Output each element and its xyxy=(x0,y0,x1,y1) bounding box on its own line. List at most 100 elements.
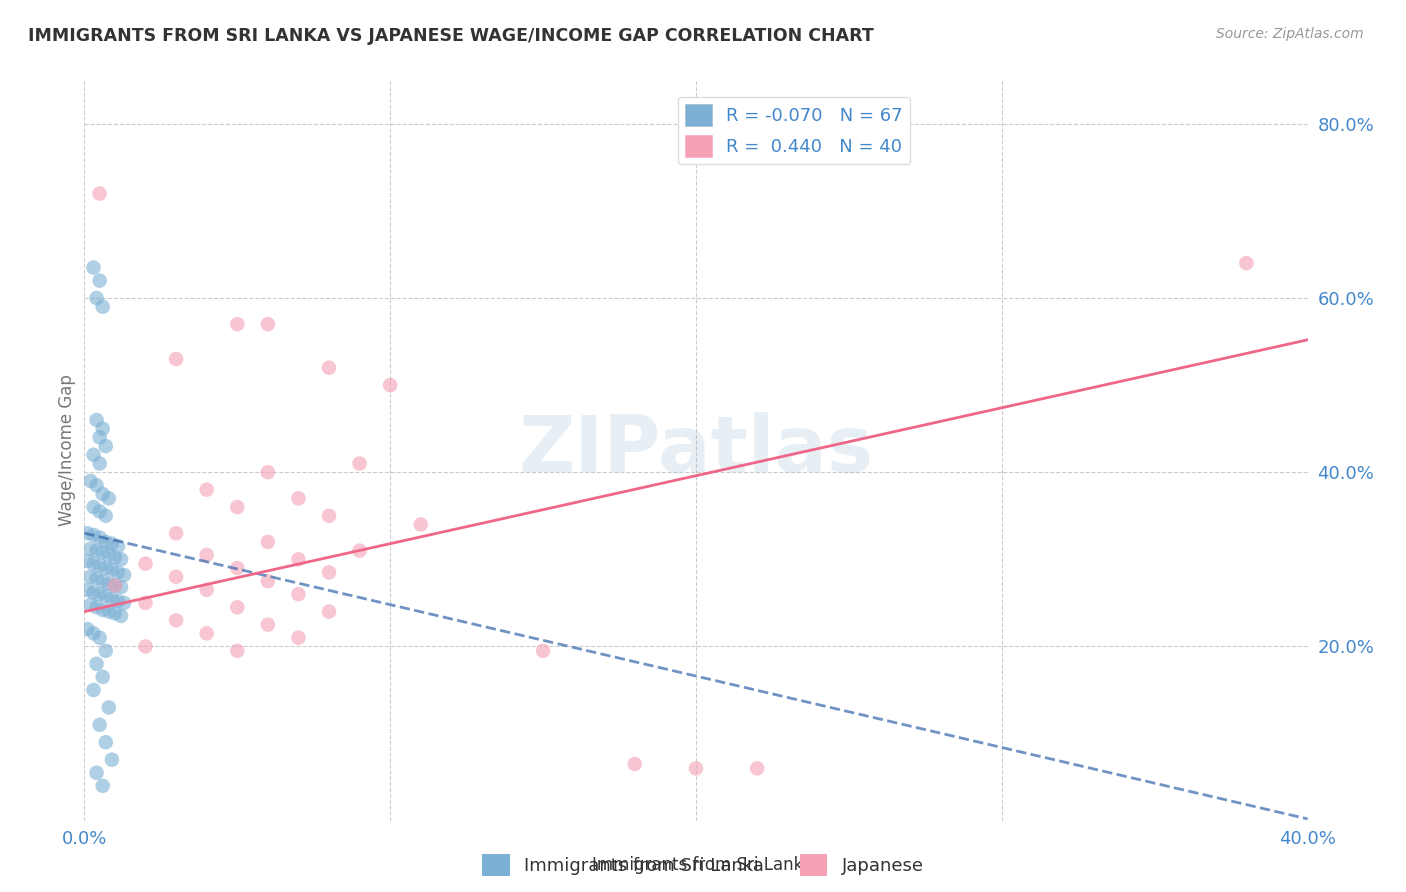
Point xyxy=(76,554,98,568)
Point xyxy=(83,585,105,599)
Legend: Immigrants from Sri Lanka, Japanese: Immigrants from Sri Lanka, Japanese xyxy=(475,847,931,883)
Point xyxy=(165,526,187,541)
Point xyxy=(287,552,309,566)
Point xyxy=(318,605,340,619)
Point xyxy=(79,570,101,584)
Point xyxy=(83,557,105,571)
Point xyxy=(94,735,117,749)
Point xyxy=(94,644,117,658)
Point xyxy=(89,558,111,573)
Point xyxy=(89,718,111,732)
Point xyxy=(101,536,124,550)
Point xyxy=(97,576,120,591)
Point xyxy=(97,548,120,562)
Point xyxy=(89,531,111,545)
Point xyxy=(226,644,249,658)
Point xyxy=(318,360,340,375)
Point xyxy=(94,535,117,549)
Y-axis label: Wage/Income Gap: Wage/Income Gap xyxy=(58,375,76,526)
Point xyxy=(79,598,101,612)
Point xyxy=(94,508,117,523)
Point xyxy=(76,622,98,636)
Point xyxy=(287,491,309,506)
Point xyxy=(110,552,132,566)
Point xyxy=(89,631,111,645)
Point xyxy=(101,753,124,767)
Point xyxy=(257,617,280,632)
Point xyxy=(135,640,157,654)
Point xyxy=(380,378,402,392)
Point xyxy=(112,596,135,610)
Text: IMMIGRANTS FROM SRI LANKA VS JAPANESE WAGE/INCOME GAP CORRELATION CHART: IMMIGRANTS FROM SRI LANKA VS JAPANESE WA… xyxy=(28,27,875,45)
Point xyxy=(318,566,340,580)
Point xyxy=(110,609,132,624)
Point xyxy=(349,543,371,558)
Point xyxy=(287,587,309,601)
Point xyxy=(86,657,108,671)
Point xyxy=(91,422,114,436)
Point xyxy=(89,274,111,288)
Point xyxy=(83,500,105,514)
Point xyxy=(287,631,309,645)
Point xyxy=(83,683,105,698)
Point xyxy=(226,500,249,514)
Point xyxy=(86,572,108,586)
Point xyxy=(318,508,340,523)
Text: Immigrants from Sri Lanka: Immigrants from Sri Lanka xyxy=(592,856,814,874)
Point xyxy=(165,613,187,627)
Point xyxy=(112,568,135,582)
Point xyxy=(195,582,218,597)
Point xyxy=(101,591,124,606)
Point xyxy=(104,607,127,621)
Point xyxy=(135,596,157,610)
Point xyxy=(165,570,187,584)
Point xyxy=(135,557,157,571)
Point xyxy=(97,605,120,619)
Point xyxy=(195,626,218,640)
Point xyxy=(685,761,707,775)
Point xyxy=(94,561,117,575)
Point xyxy=(107,594,129,608)
Point xyxy=(104,550,127,565)
Point xyxy=(76,526,98,541)
Point xyxy=(257,535,280,549)
Point xyxy=(1236,256,1258,270)
Point xyxy=(91,545,114,559)
Point xyxy=(83,528,105,542)
Point xyxy=(79,474,101,488)
Point xyxy=(76,582,98,597)
Point xyxy=(107,566,129,580)
Point xyxy=(747,761,769,775)
Point xyxy=(91,487,114,501)
Point xyxy=(104,578,127,592)
Point xyxy=(104,578,127,592)
Point xyxy=(79,541,101,556)
Point xyxy=(226,317,249,331)
Point xyxy=(94,439,117,453)
Point xyxy=(349,457,371,471)
Point xyxy=(89,186,111,201)
Point xyxy=(86,543,108,558)
Point xyxy=(86,765,108,780)
Point xyxy=(86,413,108,427)
Point xyxy=(110,580,132,594)
Point xyxy=(624,757,647,772)
Legend: R = -0.070   N = 67, R =  0.440   N = 40: R = -0.070 N = 67, R = 0.440 N = 40 xyxy=(678,96,910,164)
Point xyxy=(89,587,111,601)
Point xyxy=(107,539,129,553)
Text: Source: ZipAtlas.com: Source: ZipAtlas.com xyxy=(1216,27,1364,41)
Point xyxy=(531,644,554,658)
Point xyxy=(89,457,111,471)
Point xyxy=(89,430,111,444)
Point xyxy=(91,779,114,793)
Point xyxy=(257,574,280,588)
Point xyxy=(409,517,432,532)
Point xyxy=(91,670,114,684)
Point xyxy=(89,504,111,518)
Point xyxy=(195,483,218,497)
Point xyxy=(83,626,105,640)
Point xyxy=(91,603,114,617)
Point xyxy=(101,563,124,577)
Point xyxy=(94,589,117,603)
Point xyxy=(91,300,114,314)
